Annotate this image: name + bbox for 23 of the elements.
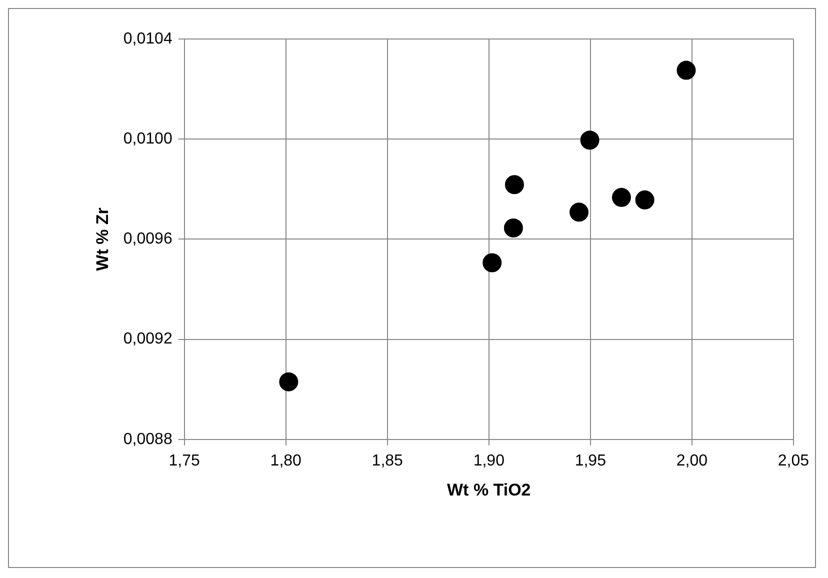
x-tick-label: 1,95 xyxy=(574,452,606,470)
y-tick-label: 0,0104 xyxy=(123,30,172,48)
y-tick-label: 0,0100 xyxy=(123,130,172,148)
point xyxy=(279,372,298,392)
x-tick-label: 1,80 xyxy=(270,452,302,470)
y-axis-title: Wt % Zr xyxy=(92,207,112,271)
point xyxy=(676,60,696,80)
x-axis-title: Wt % TiO2 xyxy=(447,480,531,500)
y-tick-label: 0,0088 xyxy=(123,430,172,448)
point xyxy=(504,218,523,238)
point xyxy=(580,130,600,150)
x-tick-label: 1,90 xyxy=(473,452,505,470)
y-tick-label: 0,0096 xyxy=(123,230,172,248)
point xyxy=(504,175,524,194)
point xyxy=(570,202,589,222)
x-tick-label: 2,00 xyxy=(676,452,708,470)
x-tick-label: 2,05 xyxy=(778,452,810,470)
point xyxy=(635,190,654,210)
x-tick-label: 1,75 xyxy=(168,452,200,470)
point xyxy=(482,253,502,272)
y-tick-label: 0,0092 xyxy=(123,330,172,348)
x-tick-label: 1,85 xyxy=(372,452,404,470)
point xyxy=(612,188,631,207)
